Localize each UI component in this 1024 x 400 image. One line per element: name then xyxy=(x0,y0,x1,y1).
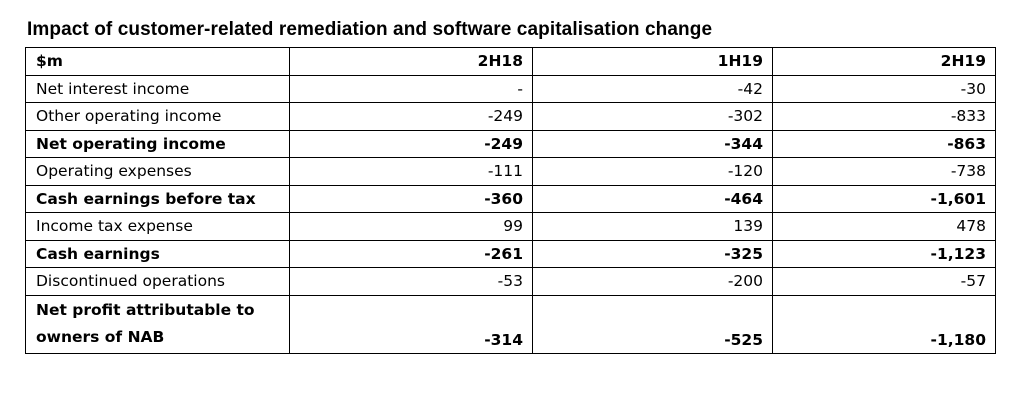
header-cell-2h18: 2H18 xyxy=(289,47,533,76)
table-row-subtotal: Net operating income -249 -344 -863 xyxy=(25,129,996,158)
cell-1h19: -464 xyxy=(532,184,773,213)
cell-2h19: -863 xyxy=(772,129,996,158)
cell-1h19: -42 xyxy=(532,74,773,103)
cell-1h19: -325 xyxy=(532,239,773,268)
header-cell-2h19: 2H19 xyxy=(772,47,996,76)
row-label: Operating expenses xyxy=(25,157,290,186)
row-label: Cash earnings xyxy=(25,239,290,268)
cell-2h19: -57 xyxy=(772,267,996,296)
table-row: Discontinued operations -53 -200 -57 xyxy=(25,267,996,296)
cell-2h19: -1,123 xyxy=(772,239,996,268)
table-title: Impact of customer-related remediation a… xyxy=(27,19,713,40)
cell-1h19: -344 xyxy=(532,129,773,158)
header-cell-unit: $m xyxy=(25,47,290,76)
cell-2h18: -360 xyxy=(289,184,533,213)
cell-2h18: -111 xyxy=(289,157,533,186)
cell-1h19: -525 xyxy=(532,294,773,354)
table-row-subtotal: Cash earnings before tax -360 -464 -1,60… xyxy=(25,184,996,213)
row-label-total: Net profit attributable to owners of NAB xyxy=(25,294,290,354)
row-label: Other operating income xyxy=(25,102,290,131)
table-row-total: Net profit attributable to owners of NAB … xyxy=(25,294,996,354)
cell-2h18: -249 xyxy=(289,129,533,158)
table-row: Net interest income - -42 -30 xyxy=(25,74,996,103)
table-row: Operating expenses -111 -120 -738 xyxy=(25,157,996,186)
table-row: Other operating income -249 -302 -833 xyxy=(25,102,996,131)
cell-1h19: 139 xyxy=(532,212,773,241)
cell-2h19: -738 xyxy=(772,157,996,186)
row-label: Discontinued operations xyxy=(25,267,290,296)
cell-2h18: 99 xyxy=(289,212,533,241)
cell-1h19: -302 xyxy=(532,102,773,131)
row-label-line-1: Net profit attributable to xyxy=(36,301,255,319)
cell-2h19: -1,180 xyxy=(772,294,996,354)
row-label: Net operating income xyxy=(25,129,290,158)
row-label: Cash earnings before tax xyxy=(25,184,290,213)
table-row: Income tax expense 99 139 478 xyxy=(25,212,996,241)
row-label-line-2: owners of NAB xyxy=(36,328,165,346)
cell-2h19: -1,601 xyxy=(772,184,996,213)
cell-2h18: -314 xyxy=(289,294,533,354)
cell-2h19: -833 xyxy=(772,102,996,131)
cell-2h18: -53 xyxy=(289,267,533,296)
row-label: Income tax expense xyxy=(25,212,290,241)
cell-2h18: - xyxy=(289,74,533,103)
cell-1h19: -200 xyxy=(532,267,773,296)
cell-2h18: -249 xyxy=(289,102,533,131)
table-row-subtotal: Cash earnings -261 -325 -1,123 xyxy=(25,239,996,268)
table-header-row: $m 2H18 1H19 2H19 xyxy=(25,47,996,76)
header-cell-1h19: 1H19 xyxy=(532,47,773,76)
financial-table: $m 2H18 1H19 2H19 Net interest income - … xyxy=(25,47,996,354)
cell-2h19: 478 xyxy=(772,212,996,241)
cell-2h19: -30 xyxy=(772,74,996,103)
cell-2h18: -261 xyxy=(289,239,533,268)
cell-1h19: -120 xyxy=(532,157,773,186)
row-label: Net interest income xyxy=(25,74,290,103)
